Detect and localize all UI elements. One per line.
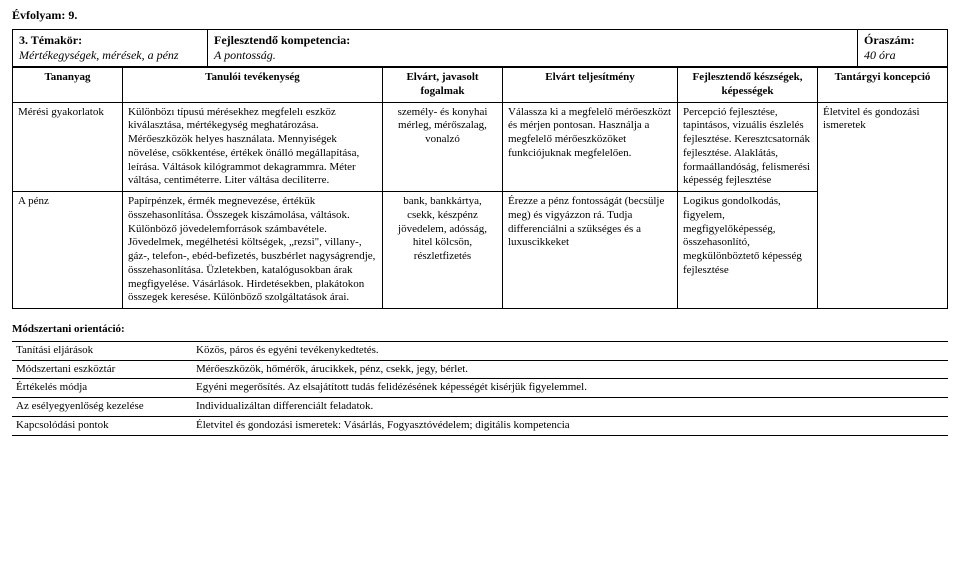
footer-row: Kapcsolódási pontok Életvitel és gondozá…	[12, 416, 948, 435]
cell-activity: Különbözı típusú mérésekhez megfelelı es…	[123, 102, 383, 192]
cell-concepts: személy- és konyhai mérleg, mérőszalag, …	[383, 102, 503, 192]
col-header: Tananyag	[13, 68, 123, 103]
header-table: 3. Témakör: Mértékegységek, mérések, a p…	[12, 29, 948, 67]
hours-cell: Óraszám: 40 óra	[858, 30, 948, 67]
footer-val: Egyéni megerősítés. Az elsajátított tudá…	[192, 379, 948, 398]
table-row: A pénz Papírpénzek, érmék megnevezése, é…	[13, 192, 948, 309]
grade-heading: Évfolyam: 9.	[12, 8, 948, 23]
col-header: Tantárgyi koncepció	[818, 68, 948, 103]
col-header: Elvárt, javasolt fogalmak	[383, 68, 503, 103]
footer-val: Életvitel és gondozási ismeretek: Vásárl…	[192, 416, 948, 435]
hours-label: Óraszám:	[864, 33, 941, 48]
cell-topic: Mérési gyakorlatok	[13, 102, 123, 192]
footer-block: Módszertani orientáció: Tanítási eljárás…	[12, 323, 948, 436]
footer-key: Tanítási eljárások	[12, 341, 192, 360]
table-row: Mérési gyakorlatok Különbözı típusú méré…	[13, 102, 948, 192]
cell-concept: Életvitel és gondozási ismeretek	[818, 102, 948, 309]
footer-val: Individualizáltan differenciált feladato…	[192, 398, 948, 417]
cell-skills: Logikus gondolkodás, figyelem, megfigyel…	[678, 192, 818, 309]
comp-value: A pontosság.	[214, 48, 851, 63]
cell-skills: Percepció fejlesztése, tapintásos, vizuá…	[678, 102, 818, 192]
footer-row: Az esélyegyenlőség kezelése Individualiz…	[12, 398, 948, 417]
footer-val: Közös, páros és egyéni tevékenykedtetés.	[192, 341, 948, 360]
content-table: Tananyag Tanulói tevékenység Elvárt, jav…	[12, 67, 948, 309]
col-header: Elvárt teljesítmény	[503, 68, 678, 103]
table-header-row: Tananyag Tanulói tevékenység Elvárt, jav…	[13, 68, 948, 103]
footer-row: Értékelés módja Egyéni megerősítés. Az e…	[12, 379, 948, 398]
cell-topic: A pénz	[13, 192, 123, 309]
hours-value: 40 óra	[864, 48, 941, 63]
footer-key: Módszertani eszköztár	[12, 360, 192, 379]
cell-activity: Papírpénzek, érmék megnevezése, értékük …	[123, 192, 383, 309]
footer-key: Kapcsolódási pontok	[12, 416, 192, 435]
col-header: Tanulói tevékenység	[123, 68, 383, 103]
topic-label: 3. Témakör:	[19, 33, 201, 48]
footer-row: Tanítási eljárások Közös, páros és egyén…	[12, 341, 948, 360]
comp-label: Fejlesztendő kompetencia:	[214, 33, 851, 48]
cell-concepts: bank, bankkártya, csekk, készpénz jövede…	[383, 192, 503, 309]
topic-cell: 3. Témakör: Mértékegységek, mérések, a p…	[13, 30, 208, 67]
topic-value: Mértékegységek, mérések, a pénz	[19, 48, 201, 63]
footer-heading: Módszertani orientáció:	[12, 323, 948, 337]
col-header: Fejlesztendő készségek, képességek	[678, 68, 818, 103]
footer-val: Mérőeszközök, hőmérők, árucikkek, pénz, …	[192, 360, 948, 379]
footer-table: Tanítási eljárások Közös, páros és egyén…	[12, 341, 948, 436]
footer-key: Értékelés módja	[12, 379, 192, 398]
cell-perf: Válassza ki a megfelelő mérőeszközt és m…	[503, 102, 678, 192]
competency-cell: Fejlesztendő kompetencia: A pontosság.	[208, 30, 858, 67]
cell-perf: Érezze a pénz fontosságát (becsülje meg)…	[503, 192, 678, 309]
footer-row: Módszertani eszköztár Mérőeszközök, hőmé…	[12, 360, 948, 379]
footer-key: Az esélyegyenlőség kezelése	[12, 398, 192, 417]
